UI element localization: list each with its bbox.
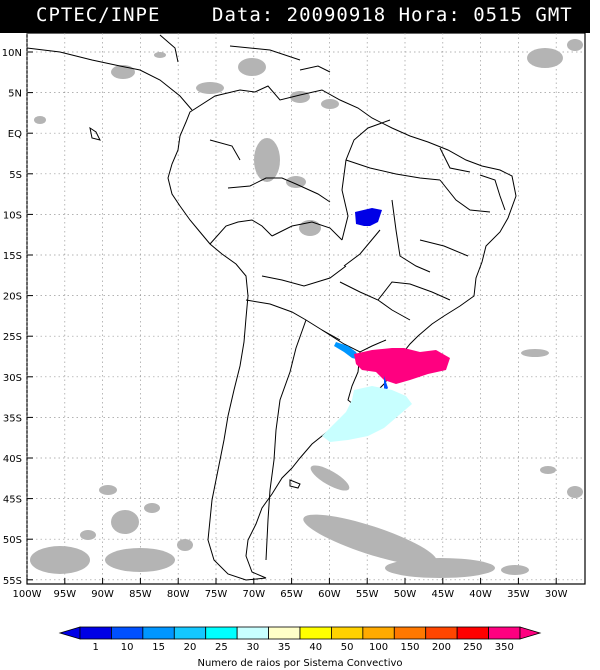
- colorbar-tick: 250: [463, 642, 482, 653]
- colorbar-segment: [205, 626, 238, 640]
- lat-label: 30S: [3, 373, 22, 384]
- lat-label: 10S: [3, 210, 22, 221]
- colorbar-arrow-right: [519, 626, 542, 640]
- colorbar-tick: 20: [184, 642, 197, 653]
- lon-label: 60W: [318, 589, 341, 600]
- datetime-label: Data: 20090918 Hora: 0515 GMT: [212, 4, 573, 26]
- colorbar-segment: [488, 626, 521, 640]
- colorbar-tick: 100: [369, 642, 388, 653]
- colorbar-tick: 25: [215, 642, 228, 653]
- lat-label: 15S: [3, 251, 22, 262]
- cloud-cover: [30, 39, 583, 578]
- lat-label: 25S: [3, 332, 22, 343]
- colorbar-segment: [111, 626, 144, 640]
- lat-label: EQ: [8, 129, 22, 140]
- colorbar-segment: [299, 626, 332, 640]
- lon-label: 55W: [356, 589, 379, 600]
- colorbar-segment: [236, 626, 269, 640]
- map-frame: [26, 32, 586, 585]
- lon-label: 65W: [280, 589, 303, 600]
- lon-label: 35W: [507, 589, 530, 600]
- colorbar-segment: [393, 626, 427, 640]
- colorbar-segment: [425, 626, 458, 640]
- colorbar-tick: 1: [93, 642, 99, 653]
- lon-label: 85W: [129, 589, 152, 600]
- colorbar-segment: [142, 626, 175, 640]
- header-bar: CPTEC/INPE Data: 20090918 Hora: 0515 GMT: [0, 0, 590, 33]
- colorbar-tick: 40: [309, 642, 322, 653]
- colorbar-segment: [268, 626, 301, 640]
- colorbar-segment: [456, 626, 489, 640]
- lon-label: 75W: [205, 589, 228, 600]
- lon-label: 40W: [469, 589, 492, 600]
- colorbar-tick: 50: [341, 642, 354, 653]
- lon-label: 50W: [394, 589, 417, 600]
- lat-label: 50S: [3, 535, 22, 546]
- lat-label: 35S: [3, 413, 22, 424]
- lon-label: 95W: [53, 589, 76, 600]
- lon-label: 90W: [91, 589, 114, 600]
- source-label: CPTEC/INPE: [36, 4, 161, 26]
- lat-label: 55S: [3, 576, 22, 587]
- colorbar-segment: [79, 626, 112, 640]
- lon-label: 80W: [167, 589, 190, 600]
- colorbar-tick: 200: [432, 642, 451, 653]
- colorbar-tick: 150: [400, 642, 419, 653]
- colorbar-tick: 10: [121, 642, 134, 653]
- colorbar-segment: [362, 626, 395, 640]
- lightning-cells: [322, 208, 450, 442]
- lon-label: 30W: [545, 589, 568, 600]
- lat-label: 5S: [9, 170, 22, 181]
- colorbar-tick: 15: [152, 642, 165, 653]
- colorbar-segment: [173, 626, 207, 640]
- lon-label: 70W: [242, 589, 265, 600]
- latitude-labels: 10N 5N EQ 5S 10S 15S 20S 25S 30S 35S 40S 45S 50S 55S: [2, 48, 22, 587]
- coastlines: [26, 34, 517, 581]
- lon-label: 45W: [431, 589, 454, 600]
- colorbar-tick: 35: [278, 642, 291, 653]
- lat-label: 10N: [2, 48, 22, 59]
- longitude-labels: 100W 95W 90W 85W 80W 75W 70W 65W 60W 55W 50W 45W 40W…: [13, 589, 568, 600]
- colorbar-tick: 30: [246, 642, 259, 653]
- colorbar-arrow-left: [58, 626, 81, 640]
- lat-label: 45S: [3, 495, 22, 506]
- colorbar-tick: 350: [495, 642, 514, 653]
- lat-label: 20S: [3, 292, 22, 303]
- lon-label: 100W: [13, 589, 42, 600]
- lat-label: 5N: [8, 89, 22, 100]
- legend-title: Numero de raios por Sistema Convectivo: [197, 658, 402, 669]
- colorbar-segment: [331, 626, 364, 640]
- lat-label: 40S: [3, 454, 22, 465]
